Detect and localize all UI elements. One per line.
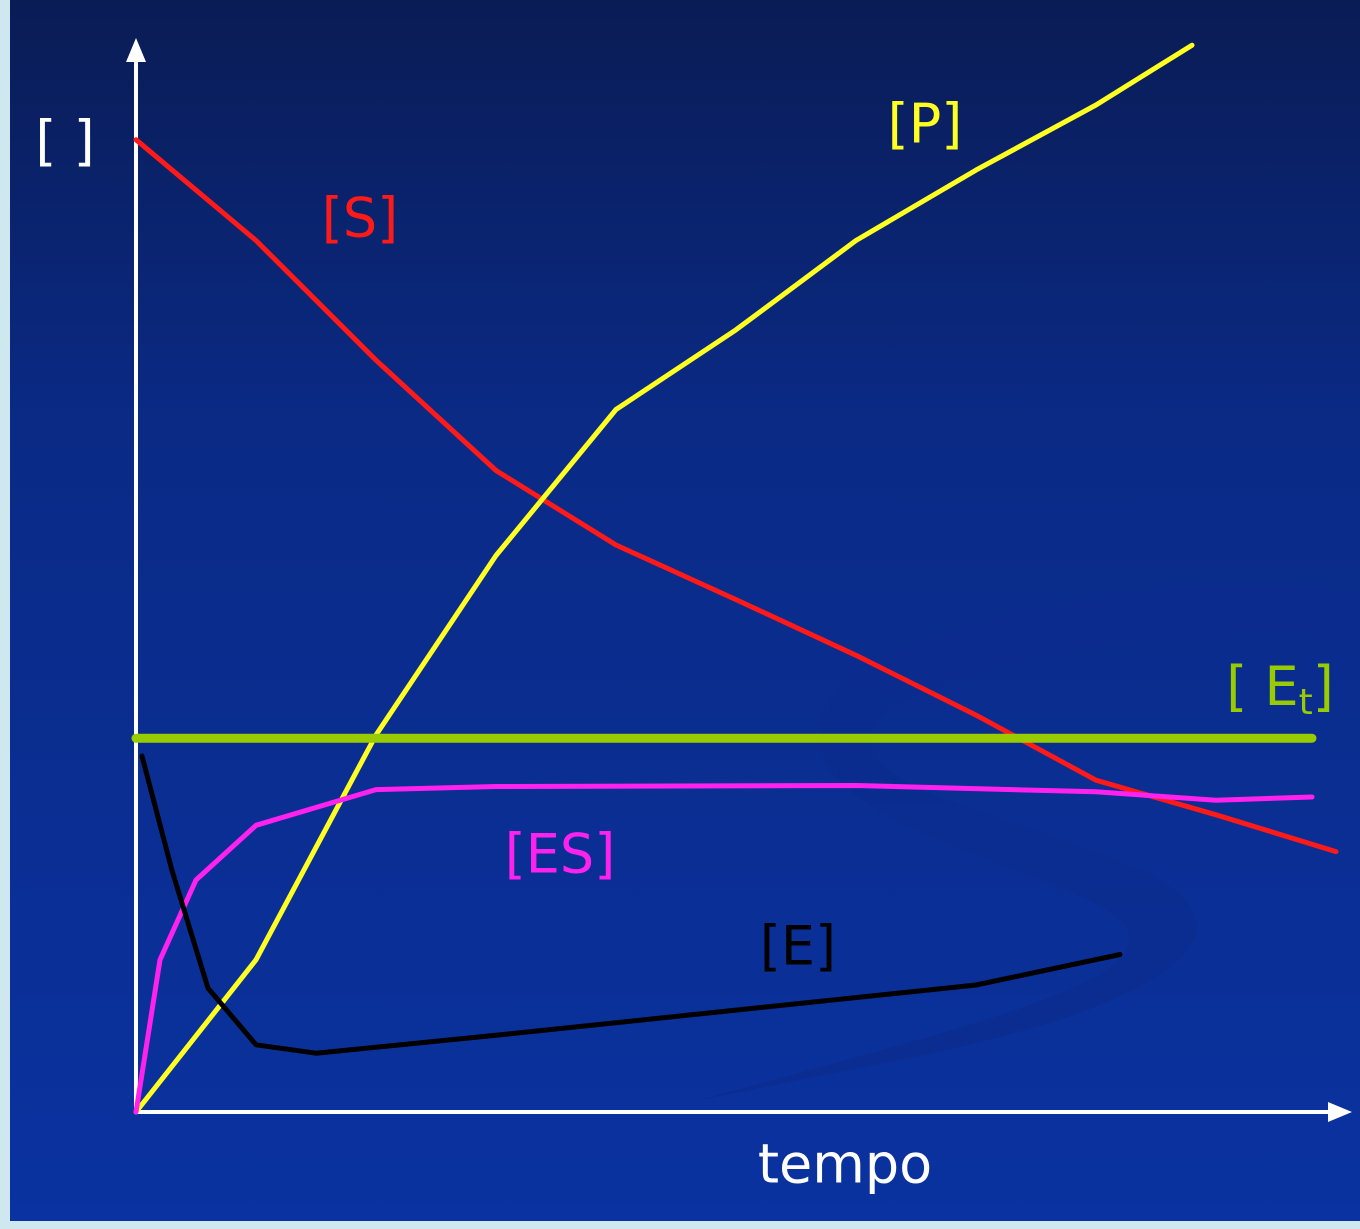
decor-swirl	[700, 584, 1360, 1100]
series-label: [ES]	[505, 823, 616, 886]
y-arrow	[126, 38, 146, 62]
x-axis-label: tempo	[758, 1133, 932, 1196]
series-label-part: [ E	[1226, 655, 1298, 718]
series-line	[133, 137, 1339, 855]
series-label-part: t	[1299, 682, 1313, 723]
x-arrow	[1328, 1102, 1352, 1122]
series-label: [E]	[760, 915, 836, 978]
series-label: [ Et]	[1226, 655, 1334, 723]
series-line	[133, 783, 1315, 1115]
series-line	[133, 42, 1195, 1115]
y-axis-label: [ ]	[35, 110, 94, 173]
axes	[134, 50, 1340, 1114]
series-label: [P]	[888, 93, 963, 156]
series-labels: [S] [P] [ Et] [ES] [E]	[322, 93, 1334, 978]
series-label-part: ]	[1313, 655, 1334, 718]
series-label: [S]	[322, 187, 398, 250]
plot-area	[131, 42, 1339, 1115]
series-line	[139, 753, 1123, 1056]
